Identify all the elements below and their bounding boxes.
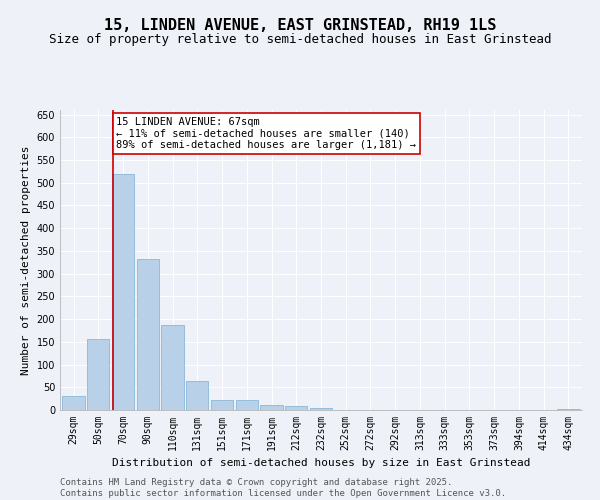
- Bar: [310, 408, 332, 410]
- Bar: [112, 174, 134, 410]
- Bar: [557, 409, 580, 410]
- Bar: [62, 396, 85, 410]
- Bar: [211, 400, 233, 410]
- Text: 15 LINDEN AVENUE: 67sqm
← 11% of semi-detached houses are smaller (140)
89% of s: 15 LINDEN AVENUE: 67sqm ← 11% of semi-de…: [116, 117, 416, 150]
- Bar: [87, 338, 109, 410]
- Bar: [161, 324, 184, 410]
- Bar: [186, 382, 208, 410]
- Bar: [137, 258, 159, 410]
- Bar: [285, 406, 307, 410]
- Text: Size of property relative to semi-detached houses in East Grinstead: Size of property relative to semi-detach…: [49, 32, 551, 46]
- Bar: [260, 404, 283, 410]
- Text: 15, LINDEN AVENUE, EAST GRINSTEAD, RH19 1LS: 15, LINDEN AVENUE, EAST GRINSTEAD, RH19 …: [104, 18, 496, 32]
- Y-axis label: Number of semi-detached properties: Number of semi-detached properties: [21, 145, 31, 375]
- Bar: [236, 400, 258, 410]
- X-axis label: Distribution of semi-detached houses by size in East Grinstead: Distribution of semi-detached houses by …: [112, 458, 530, 468]
- Text: Contains HM Land Registry data © Crown copyright and database right 2025.
Contai: Contains HM Land Registry data © Crown c…: [60, 478, 506, 498]
